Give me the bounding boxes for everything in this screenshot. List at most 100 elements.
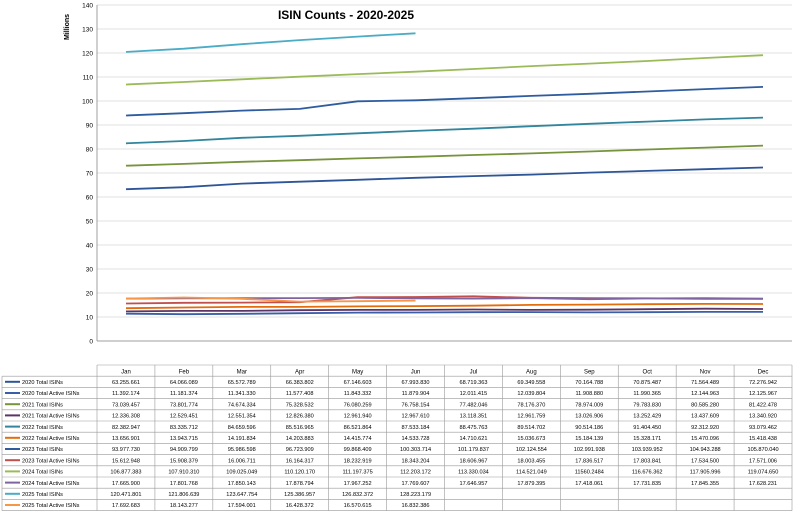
data-label: 73.801.774 (170, 402, 198, 408)
data-label: 13.340.920 (749, 414, 777, 420)
y-tick-label: 30 (86, 267, 94, 274)
x-tick-label: Aug (526, 370, 537, 376)
data-label: 78.176.370 (517, 402, 545, 408)
data-label: 110.120.170 (284, 470, 315, 476)
data-label: 64.066.089 (170, 380, 198, 386)
x-tick-label: Jan (121, 370, 131, 376)
y-tick-label: 120 (82, 51, 93, 58)
y-tick-label: 90 (86, 123, 94, 130)
data-label: 116.676.362 (632, 470, 663, 476)
data-label: 16.006.711 (228, 458, 256, 464)
data-label: 95.986.598 (228, 447, 256, 453)
data-table: Jan Feb Mar Apr May Jun Jul Aug Sep Oct Nov Dec 2020… (1, 364, 793, 511)
data-label: 17.628.231 (749, 481, 777, 487)
data-label: 114.521.049 (516, 470, 547, 476)
legend-label: 2024 Total Active ISINs (22, 481, 80, 487)
data-label: 15.184.139 (575, 436, 603, 442)
data-label: 69.349.558 (517, 380, 545, 386)
data-label: 93.079.462 (749, 425, 777, 431)
data-label: 96.723.909 (286, 447, 314, 453)
x-tick-label: Feb (179, 370, 190, 376)
y-tick-label: 60 (86, 195, 94, 202)
data-label: 12.039.804 (517, 391, 545, 397)
data-label: 87.533.184 (402, 425, 430, 431)
data-label: 11.341.330 (228, 391, 256, 397)
series-line (125, 310, 763, 316)
data-label: 109.025.049 (226, 470, 257, 476)
data-label: 83.335.712 (170, 425, 198, 431)
y-tick-label: 20 (86, 291, 94, 298)
data-label: 90.514.186 (575, 425, 603, 431)
data-label: 11.577.408 (286, 391, 314, 397)
data-label: 123.647.754 (226, 492, 257, 498)
series-line (125, 144, 764, 167)
data-label: 16.832.386 (402, 503, 430, 509)
y-tick-label: 110 (83, 75, 94, 82)
legend-label: 2022 Total Active ISINs (22, 436, 80, 442)
data-label: 17.803.841 (633, 458, 661, 464)
x-tick-label: Apr (295, 370, 304, 376)
data-label: 126.832.372 (342, 492, 373, 498)
data-label: 102.124.554 (516, 447, 547, 453)
y-tick-label: 40 (86, 243, 94, 250)
data-label: 86.521.864 (344, 425, 372, 431)
x-tick-label: Jun (411, 370, 421, 376)
data-label: 11560.2484 (575, 470, 604, 476)
data-label: 91.404.450 (633, 425, 661, 431)
data-label: 73.039.457 (112, 402, 140, 408)
legend-label: 2021 Total Active ISINs (22, 414, 80, 420)
data-label: 18.343.204 (402, 458, 430, 464)
data-label: 106.877.383 (110, 470, 141, 476)
legend-label: 2023 Total Active ISINs (22, 458, 80, 464)
data-label: 74.674.334 (228, 402, 256, 408)
data-label: 107.910.310 (168, 470, 199, 476)
data-label: 80.585.280 (691, 402, 719, 408)
plot-series (125, 32, 764, 316)
series-line (125, 302, 764, 310)
data-label: 84.659.596 (228, 425, 256, 431)
data-label: 65.572.789 (228, 380, 256, 386)
legend-label: 2025 Total Active ISINs (22, 503, 80, 509)
data-label: 100.303.714 (400, 447, 431, 453)
series-line (125, 54, 764, 86)
data-label: 17.879.395 (517, 481, 545, 487)
chart-title: ISIN Counts - 2020-2025 (278, 8, 414, 22)
data-label: 89.514.702 (517, 425, 545, 431)
data-label: 13.943.715 (170, 436, 198, 442)
data-label: 17.845.355 (691, 481, 719, 487)
legend-label: 2023 Total ISINs (22, 447, 63, 453)
legend-label: 2021 Total ISINs (22, 402, 63, 408)
data-label: 15.418.438 (749, 436, 777, 442)
data-label: 103.939.952 (632, 447, 663, 453)
data-label: 111.197.375 (342, 470, 372, 476)
data-label: 18.232.919 (344, 458, 372, 464)
data-label: 13.118.351 (460, 414, 488, 420)
series-line (125, 116, 764, 145)
data-label: 71.564.489 (691, 380, 719, 386)
data-label: 17.418.061 (575, 481, 603, 487)
data-label: 17.534.500 (691, 458, 719, 464)
data-label: 15.612.948 (112, 458, 140, 464)
series-line (125, 307, 764, 313)
x-tick-label: Jul (470, 370, 478, 376)
legend-label: 2025 Total ISINs (22, 492, 63, 498)
data-label: 101.179.837 (458, 447, 489, 453)
data-label: 17.967.252 (344, 481, 372, 487)
data-label: 102.991.938 (574, 447, 605, 453)
y-tick-label: 70 (86, 171, 94, 178)
data-label: 14.203.883 (286, 436, 314, 442)
data-label: 11.990.365 (633, 391, 661, 397)
gridlines (97, 4, 792, 342)
data-label: 17.801.768 (170, 481, 198, 487)
y-tick-label: 140 (82, 3, 93, 10)
legend-label: 2020 Total ISINs (22, 380, 63, 386)
x-tick-label: Oct (643, 370, 653, 376)
x-tick-label: Sep (584, 370, 595, 376)
legend-label: 2022 Total ISINs (22, 425, 63, 431)
y-tick-label: 130 (82, 27, 93, 34)
y-tick-label: 50 (86, 219, 94, 226)
data-label: 76.080.259 (344, 402, 372, 408)
data-label: 128.223.179 (400, 492, 431, 498)
data-label: 82.382.947 (112, 425, 140, 431)
data-label: 11.392.174 (112, 391, 140, 397)
